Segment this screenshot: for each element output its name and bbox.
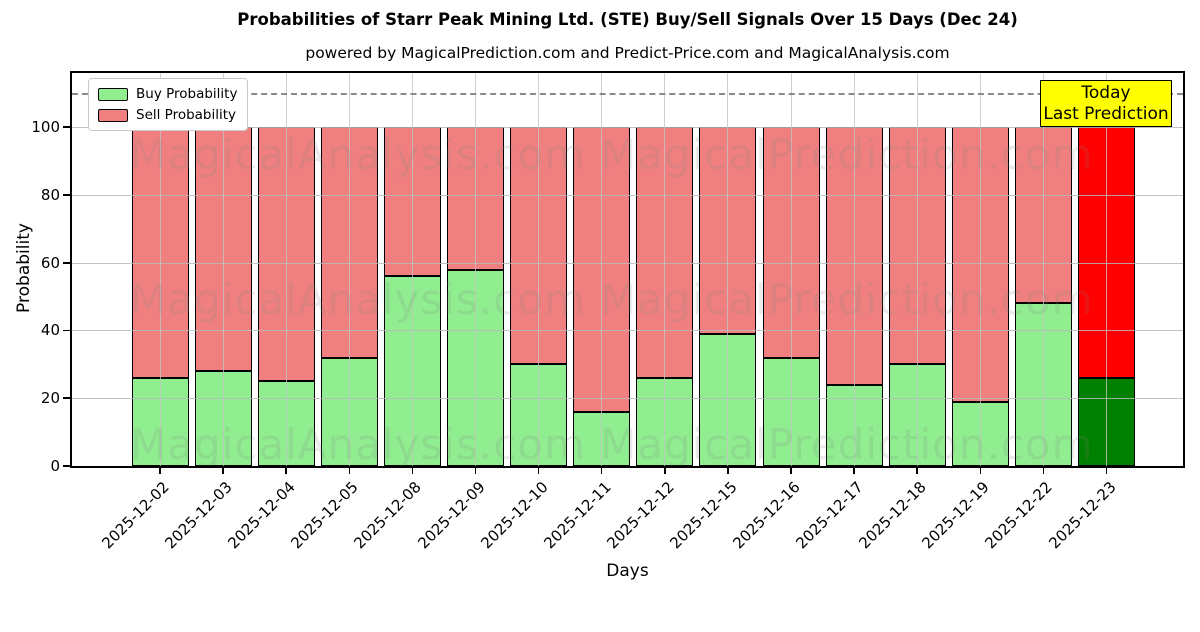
gridline-v-2025-12-18 <box>916 73 918 466</box>
x-tick-mark-9 <box>727 468 729 474</box>
gridline-v-2025-12-08 <box>411 73 413 466</box>
gridline-h-100 <box>72 127 1183 129</box>
x-tick-mark-12 <box>916 468 918 474</box>
y-tick-label-40: 40 <box>40 321 60 340</box>
dashed-threshold-line <box>72 93 1183 96</box>
gridline-v-2025-12-11 <box>601 73 603 466</box>
y-tick-mark-20 <box>63 397 70 400</box>
gridline-v-2025-12-05 <box>348 73 350 466</box>
gridline-v-2025-12-15 <box>727 73 729 466</box>
x-tick-mark-6 <box>537 468 540 474</box>
today-annotation-line2: Last Prediction <box>1043 104 1169 124</box>
today-annotation: Today Last Prediction <box>1040 80 1172 127</box>
gridline-h-20 <box>72 398 1183 400</box>
gridline-v-2025-12-19 <box>979 73 981 466</box>
gridline-v-2025-12-17 <box>853 73 855 466</box>
gridline-v-2025-12-04 <box>285 73 287 466</box>
y-tick-label-0: 0 <box>50 457 60 475</box>
x-tick-mark-1 <box>222 468 224 474</box>
y-tick-mark-100 <box>63 126 70 128</box>
gridline-v-2025-12-03 <box>222 73 224 466</box>
x-tick-mark-7 <box>600 468 603 474</box>
x-tick-mark-15 <box>1105 468 1108 474</box>
x-tick-mark-0 <box>159 468 161 474</box>
watermark-text: MagicalPrediction.com <box>600 275 1094 324</box>
y-tick-label-20: 20 <box>40 389 60 408</box>
watermark-text: MagicalPrediction.com <box>600 130 1094 179</box>
gridline-v-2025-12-09 <box>475 73 476 466</box>
x-tick-mark-14 <box>1042 468 1045 474</box>
y-tick-label-80: 80 <box>40 185 60 204</box>
x-axis-label: Days <box>606 561 649 581</box>
watermark-text: MagicalAnalysis.com <box>130 275 586 324</box>
gridline-v-2025-12-02 <box>159 73 161 466</box>
gridline-v-2025-12-12 <box>664 73 666 466</box>
legend-swatch-1 <box>98 108 128 122</box>
gridline-v-2025-12-16 <box>790 73 792 466</box>
y-tick-mark-0 <box>63 465 70 467</box>
legend-label-1: Sell Probability <box>136 107 237 123</box>
chart-subtitle: powered by MagicalPrediction.com and Pre… <box>305 44 950 62</box>
y-tick-mark-60 <box>63 261 70 264</box>
x-tick-mark-2 <box>285 468 287 474</box>
legend: Buy Probability Sell Probability <box>88 78 249 131</box>
gridline-v-2025-12-10 <box>538 73 540 466</box>
gridline-h-80 <box>72 194 1183 196</box>
x-tick-mark-5 <box>474 468 477 474</box>
watermark-text: MagicalAnalysis.com <box>130 130 586 179</box>
gridline-v-2025-12-23 <box>1106 73 1107 466</box>
x-tick-mark-4 <box>411 468 414 474</box>
today-annotation-line1: Today <box>1081 83 1131 103</box>
legend-item-0: Buy Probability <box>98 86 237 102</box>
x-tick-mark-8 <box>664 468 666 474</box>
plot-area: MagicalAnalysis.com MagicalPrediction.com… <box>70 71 1185 468</box>
watermark-text: MagicalAnalysis.com <box>130 420 586 467</box>
gridline-h-40 <box>72 330 1183 332</box>
y-tick-label-60: 60 <box>40 253 60 272</box>
y-tick-mark-80 <box>63 194 70 196</box>
legend-swatch-0 <box>98 87 128 101</box>
page-title: Probabilities of Starr Peak Mining Ltd. … <box>237 10 1018 29</box>
gridline-v-2025-12-22 <box>1042 73 1044 466</box>
plot-canvas: MagicalAnalysis.com MagicalPrediction.com… <box>72 73 1183 466</box>
x-tick-mark-13 <box>979 468 982 474</box>
legend-item-1: Sell Probability <box>98 107 237 123</box>
y-tick-label-100: 100 <box>31 118 60 137</box>
x-tick-mark-11 <box>853 468 855 474</box>
x-tick-mark-10 <box>790 468 792 474</box>
legend-label-0: Buy Probability <box>136 86 238 102</box>
gridline-h-60 <box>72 262 1183 264</box>
y-tick-mark-40 <box>63 329 70 332</box>
x-tick-mark-3 <box>348 468 351 474</box>
watermark-text: MagicalPrediction.com <box>600 420 1094 467</box>
